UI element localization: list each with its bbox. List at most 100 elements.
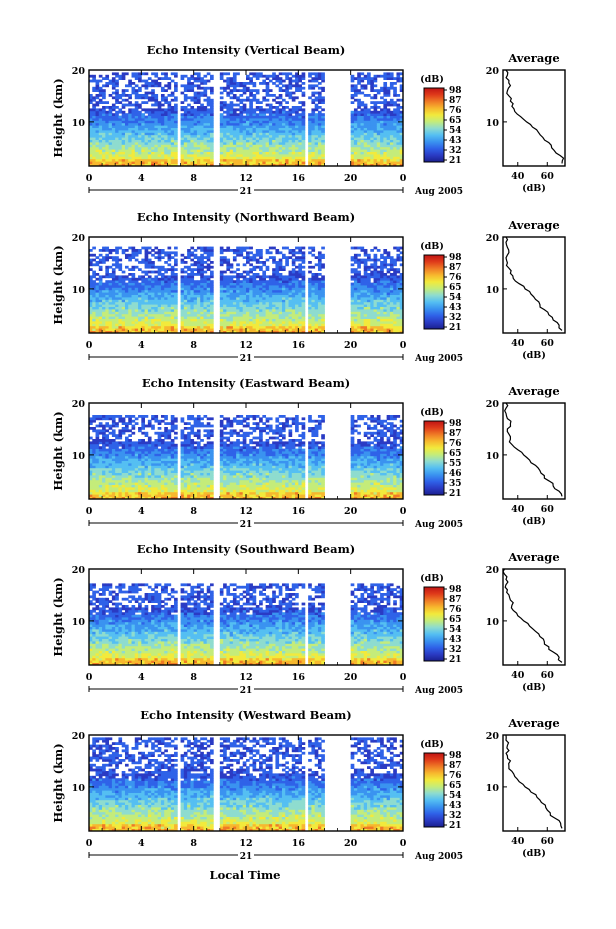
- heatmap-cell: [210, 282, 214, 286]
- heatmap-cell: [373, 84, 378, 88]
- heatmap-cell: [95, 277, 100, 281]
- heatmap-cell: [236, 130, 240, 133]
- heatmap-cell: [229, 122, 234, 126]
- heatmap-cell: [350, 246, 355, 250]
- heatmap-cell: [200, 127, 204, 131]
- heatmap-cell: [154, 103, 159, 107]
- heatmap-cell: [118, 282, 123, 286]
- heatmap-cell: [232, 144, 237, 148]
- heatmap-cell: [141, 115, 145, 119]
- heatmap-cell: [380, 144, 384, 148]
- heatmap-cell: [111, 294, 116, 298]
- heatmap-cell: [138, 292, 142, 295]
- heatmap-cell: [147, 125, 152, 128]
- heatmap-cell: [190, 84, 195, 88]
- heatmap-cell: [291, 163, 296, 167]
- heatmap-cell: [314, 84, 319, 88]
- heatmap-cell: [252, 253, 257, 257]
- heatmap-cell: [111, 280, 116, 283]
- heatmap-cell: [399, 144, 404, 148]
- heatmap-cell: [160, 156, 165, 160]
- heatmap-cell: [239, 142, 244, 145]
- heatmap-cell: [115, 285, 119, 288]
- heatmap-cell: [232, 134, 237, 138]
- heatmap-cell: [314, 103, 319, 107]
- heatmap-cell: [151, 294, 155, 298]
- heatmap-cell: [170, 313, 175, 317]
- heatmap-cell: [89, 139, 93, 143]
- heatmap-cell: [232, 251, 237, 255]
- heatmap-cell: [206, 258, 211, 262]
- heatmap-cell: [89, 268, 93, 271]
- heatmap-cell: [259, 330, 263, 334]
- heatmap-cell: [154, 323, 159, 327]
- heatmap-cell: [141, 292, 145, 295]
- heatmap-cell: [239, 297, 244, 300]
- heatmap-cell: [308, 318, 312, 322]
- heatmap-cell: [115, 282, 119, 286]
- heatmap-cell: [252, 118, 257, 121]
- heatmap-cell: [144, 282, 149, 286]
- heatmap-cell: [350, 313, 355, 317]
- heatmap-cell: [151, 163, 155, 167]
- heatmap-cell: [115, 125, 119, 128]
- heatmap-cell: [353, 120, 358, 124]
- heatmap-cell: [259, 154, 263, 157]
- heatmap-cell: [383, 89, 388, 92]
- heatmap-cell: [314, 115, 319, 119]
- heatmap-cell: [210, 289, 214, 293]
- heatmap-cell: [291, 108, 296, 112]
- heatmap-cell: [187, 313, 191, 317]
- heatmap-cell: [246, 158, 250, 162]
- heatmap-cell: [239, 130, 244, 133]
- heatmap-cell: [367, 304, 371, 307]
- heatmap-cell: [167, 144, 172, 148]
- heatmap-cell: [399, 113, 404, 116]
- heatmap-cell: [239, 328, 244, 331]
- heatmap-cell: [167, 118, 172, 121]
- heatmap-cell: [308, 154, 312, 157]
- heatmap-cell: [353, 86, 358, 90]
- heatmap-cell: [121, 277, 126, 281]
- heatmap-cell: [291, 132, 296, 136]
- heatmap-cell: [157, 311, 162, 315]
- heatmap-cell: [314, 275, 319, 279]
- heatmap-cell: [383, 156, 388, 160]
- heatmap-cell: [249, 113, 253, 116]
- heatmap-cell: [311, 249, 316, 252]
- heatmap-cell: [255, 328, 260, 331]
- heatmap-cell: [314, 106, 319, 109]
- heatmap-cell: [98, 115, 103, 119]
- heatmap-cell: [353, 311, 358, 315]
- heatmap-cell: [190, 74, 195, 78]
- heatmap-cell: [383, 91, 388, 95]
- heatmap-cell: [196, 144, 201, 148]
- heatmap-cell: [275, 163, 280, 167]
- heatmap-cell: [314, 309, 319, 312]
- heatmap-cell: [121, 103, 126, 107]
- heatmap-cell: [311, 115, 316, 119]
- heatmap-cell: [121, 151, 126, 155]
- heatmap-cell: [190, 146, 195, 150]
- heatmap-cell: [350, 94, 355, 97]
- heatmap-cell: [353, 328, 358, 331]
- heatmap-cell: [128, 146, 132, 150]
- heatmap-cell: [131, 127, 136, 131]
- heatmap-cell: [295, 86, 299, 90]
- heatmap-cell: [164, 325, 168, 329]
- heatmap-cell: [288, 127, 293, 131]
- heatmap-cell: [236, 330, 240, 334]
- heatmap-cell: [295, 144, 299, 148]
- heatmap-cell: [157, 144, 162, 148]
- heatmap-cell: [115, 96, 119, 100]
- heatmap-cell: [157, 158, 162, 162]
- heatmap-cell: [275, 268, 280, 271]
- heatmap-cell: [370, 151, 374, 155]
- heatmap-cell: [95, 118, 100, 121]
- heatmap-cell: [275, 146, 280, 150]
- heatmap-cell: [200, 156, 204, 160]
- heatmap-cell: [249, 146, 253, 150]
- heatmap-cell: [170, 110, 175, 114]
- heatmap-cell: [301, 137, 306, 140]
- heatmap-cell: [272, 110, 276, 114]
